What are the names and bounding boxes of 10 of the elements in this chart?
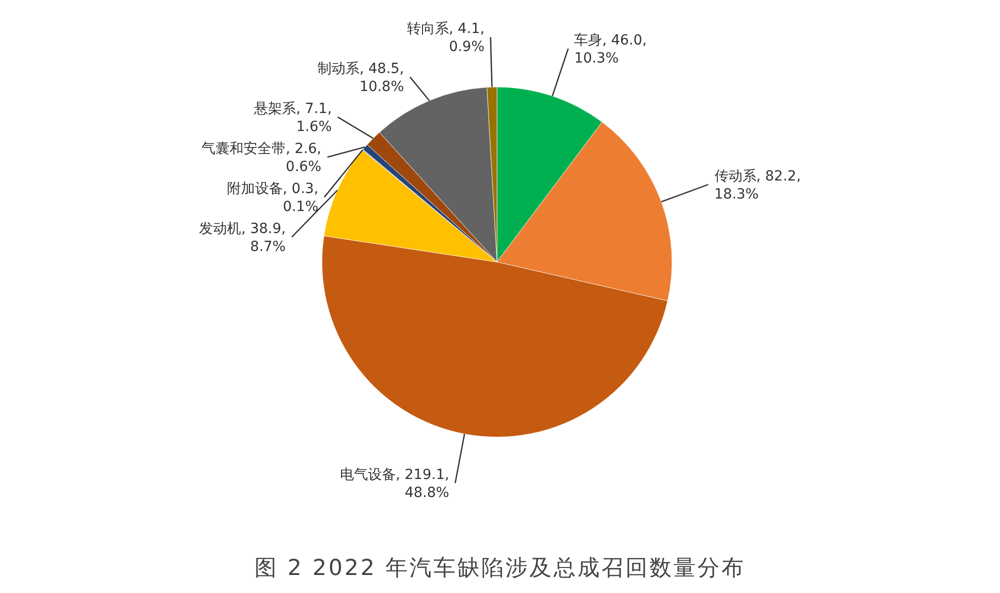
slice-label: 电气设备, 219.1, 48.8% (340, 467, 450, 502)
slice-label: 转向系, 4.1, 0.9% (406, 21, 485, 56)
slice-label: 附加设备, 0.3, 0.1% (226, 181, 318, 216)
slice-label: 气囊和安全带, 2.6, 0.6% (202, 141, 322, 176)
slice-label: 发动机, 38.9, 8.7% (199, 221, 286, 256)
slice-label: 制动系, 48.5, 10.8% (317, 61, 404, 96)
slice-label: 传动系, 82.2, 18.3% (714, 168, 801, 203)
text: 图 2 2022 年汽车缺陷涉及总成召回数量分布 (254, 556, 746, 581)
slice-label: 悬架系, 7.1, 1.6% (253, 101, 332, 136)
slice-label: 车身, 46.0, 10.3% (574, 32, 647, 67)
